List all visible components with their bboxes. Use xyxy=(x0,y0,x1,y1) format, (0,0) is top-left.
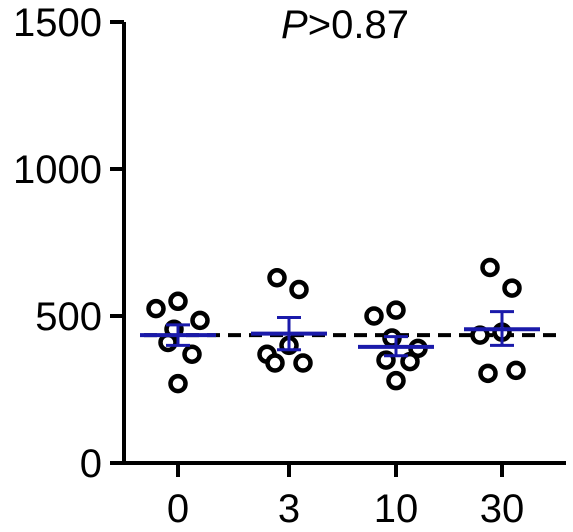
data-point xyxy=(506,360,526,381)
data-point xyxy=(158,332,178,353)
data-point xyxy=(364,306,384,326)
data-point xyxy=(386,300,406,320)
data-point xyxy=(265,353,285,373)
y-tick-label: 500 xyxy=(35,295,102,339)
x-tick-label: 30 xyxy=(480,487,525,531)
x-tick-label: 10 xyxy=(374,487,419,531)
data-point xyxy=(190,310,210,331)
group-3 xyxy=(251,268,327,373)
data-point xyxy=(168,291,188,312)
y-tick-label: 1500 xyxy=(13,1,102,45)
p-value-rest: >0.87 xyxy=(308,3,409,47)
x-tick-label: 0 xyxy=(167,487,189,531)
data-point xyxy=(289,279,309,300)
data-point xyxy=(386,370,406,391)
data-point xyxy=(400,351,420,372)
p-value-annotation: P>0.87 xyxy=(281,3,409,47)
data-point xyxy=(168,373,188,394)
x-tick-label: 3 xyxy=(278,487,300,531)
data-point xyxy=(146,298,166,319)
y-tick-label: 1000 xyxy=(13,148,102,192)
group-30 xyxy=(464,257,540,384)
data-point xyxy=(267,268,287,288)
data-point xyxy=(293,353,313,373)
data-marks xyxy=(140,257,540,394)
group-10 xyxy=(358,300,434,391)
y-tick-label: 0 xyxy=(80,442,102,486)
data-point xyxy=(502,278,522,298)
data-point xyxy=(480,257,500,278)
data-point xyxy=(182,344,202,364)
axes: 0 500 1000 1500 0 3 10 30 xyxy=(13,1,566,531)
data-point xyxy=(478,363,498,384)
p-value-italic: P xyxy=(281,3,308,47)
group-0 xyxy=(140,291,216,394)
